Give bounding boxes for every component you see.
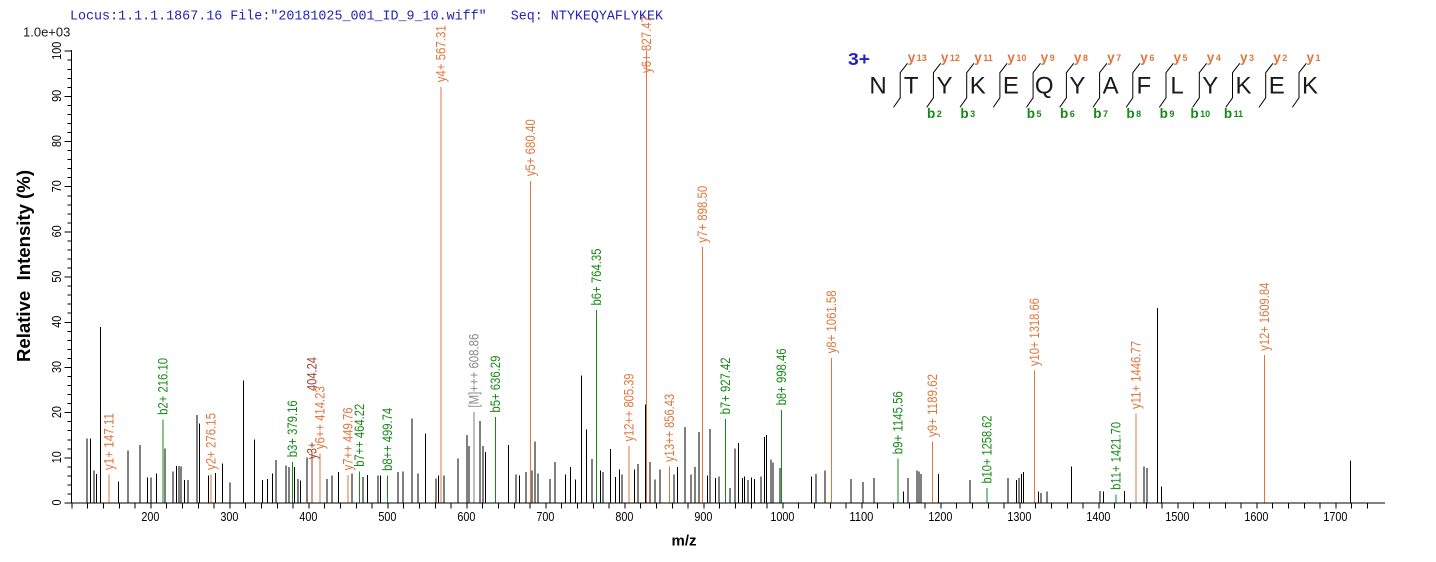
svg-text:900: 900 [694, 510, 712, 524]
svg-text:A: A [1103, 73, 1119, 100]
svg-text:0: 0 [50, 499, 64, 505]
svg-text:m/z: m/z [672, 533, 697, 550]
svg-text:y6+ 827.47: y6+ 827.47 [638, 16, 654, 73]
svg-text:1300: 1300 [1007, 510, 1031, 524]
svg-text:y12+ 1609.84: y12+ 1609.84 [1256, 283, 1272, 351]
svg-text:b11+ 1421.70: b11+ 1421.70 [1108, 422, 1124, 490]
svg-text:b8++ 499.74: b8++ 499.74 [379, 408, 395, 471]
svg-text:y5+ 680.40: y5+ 680.40 [522, 119, 538, 176]
svg-text:y3+: y3+ [304, 442, 320, 459]
svg-text:E: E [1003, 73, 1019, 100]
svg-text:y12: y 12 [941, 50, 960, 65]
svg-text:b3+ 379.16: b3+ 379.16 [284, 400, 300, 457]
svg-text:N: N [869, 73, 886, 100]
svg-text:500: 500 [378, 510, 396, 524]
svg-text:1500: 1500 [1165, 510, 1189, 524]
svg-text:b10+ 1258.62: b10+ 1258.62 [979, 415, 995, 483]
svg-text:70: 70 [50, 180, 64, 192]
svg-text:y7: y7 [1107, 50, 1121, 65]
svg-text:y2: y2 [1273, 50, 1287, 65]
svg-text:1400: 1400 [1086, 510, 1110, 524]
svg-text:y8+ 1061.58: y8+ 1061.58 [823, 290, 839, 353]
svg-text:20: 20 [50, 406, 64, 418]
svg-text:b6: b6 [1060, 106, 1075, 121]
svg-text:y6: y6 [1140, 50, 1154, 65]
svg-text:100: 100 [50, 42, 64, 60]
svg-text:y1: y1 [1307, 50, 1321, 65]
svg-text:60: 60 [50, 225, 64, 237]
svg-text:30: 30 [50, 361, 64, 373]
svg-text:80: 80 [50, 135, 64, 147]
svg-text:b8+ 998.46: b8+ 998.46 [773, 348, 789, 405]
svg-text:b9: b9 [1160, 106, 1175, 121]
svg-text:b7: b7 [1093, 106, 1108, 121]
svg-text:b2+ 216.10: b2+ 216.10 [155, 358, 171, 415]
svg-text:y1+ 147.11: y1+ 147.11 [101, 413, 117, 470]
svg-text:10: 10 [50, 451, 64, 463]
svg-text:Y: Y [1202, 73, 1218, 100]
svg-text:b6+ 764.35: b6+ 764.35 [588, 248, 604, 305]
svg-text:y10+ 1318.66: y10+ 1318.66 [1026, 298, 1042, 366]
svg-text:y13++ 856.43: y13++ 856.43 [661, 394, 677, 462]
svg-text:y10: y 10 [1007, 50, 1026, 65]
svg-text:400: 400 [299, 510, 317, 524]
svg-text:y4+ 567.31: y4+ 567.31 [433, 25, 449, 82]
svg-text:1600: 1600 [1244, 510, 1268, 524]
svg-text:T: T [904, 73, 919, 100]
svg-text:y7++ 449.76: y7++ 449.76 [340, 407, 356, 470]
svg-text:y8: y8 [1074, 50, 1088, 65]
svg-text:b5: b5 [1027, 106, 1042, 121]
svg-text:Y: Y [936, 73, 952, 100]
svg-text:b8: b8 [1126, 106, 1141, 121]
svg-text:y13: y 13 [908, 50, 927, 65]
svg-text:y9: y9 [1041, 50, 1055, 65]
svg-text:Y: Y [1069, 73, 1085, 100]
svg-text:K: K [1302, 73, 1318, 100]
svg-text:b5+ 636.29: b5+ 636.29 [487, 355, 503, 412]
svg-text:b3: b3 [960, 106, 975, 121]
svg-text:y11: y 11 [974, 50, 993, 65]
svg-text:1200: 1200 [928, 510, 952, 524]
svg-text:Q: Q [1035, 73, 1054, 100]
svg-text:90: 90 [50, 90, 64, 102]
svg-text:y2+ 276.15: y2+ 276.15 [203, 413, 219, 470]
svg-text:y5: y5 [1174, 50, 1188, 65]
svg-text:F: F [1136, 73, 1151, 100]
svg-text:200: 200 [141, 510, 159, 524]
svg-text:1.0e+03: 1.0e+03 [23, 25, 70, 40]
svg-text:b10: b 10 [1190, 106, 1210, 121]
svg-text:b2: b2 [927, 106, 942, 121]
svg-text:40: 40 [50, 316, 64, 328]
svg-text:y7+ 898.50: y7+ 898.50 [694, 186, 710, 243]
svg-text:b7+ 927.42: b7+ 927.42 [717, 357, 733, 414]
svg-text:50: 50 [50, 271, 64, 283]
svg-text:3+: 3+ [848, 49, 870, 69]
svg-text:y9+ 1189.62: y9+ 1189.62 [924, 374, 940, 437]
svg-text:b7++ 464.22: b7++ 464.22 [351, 404, 367, 467]
svg-text:y12++ 805.39: y12++ 805.39 [621, 373, 637, 441]
svg-text:b11: b 11 [1224, 106, 1243, 121]
svg-text:L: L [1170, 73, 1183, 100]
svg-text:y4: y4 [1207, 50, 1221, 65]
svg-text:1100: 1100 [849, 510, 873, 524]
svg-text:300: 300 [220, 510, 238, 524]
svg-text:E: E [1269, 73, 1285, 100]
svg-text:[M]+++ 608.86: [M]+++ 608.86 [465, 333, 481, 407]
svg-text:800: 800 [615, 510, 633, 524]
svg-text:1000: 1000 [770, 510, 794, 524]
svg-text:y11+ 1446.77: y11+ 1446.77 [1127, 341, 1143, 409]
svg-text:404.24: 404.24 [304, 357, 320, 391]
svg-text:K: K [1235, 73, 1251, 100]
svg-text:Locus:1.1.1.1867.16 File:"2018: Locus:1.1.1.1867.16 File:"20181025_001_I… [70, 10, 664, 25]
svg-text:K: K [970, 73, 986, 100]
svg-text:Relative Intensity (%): Relative Intensity (%) [14, 170, 34, 362]
svg-text:700: 700 [536, 510, 554, 524]
svg-text:y6++ 414.23: y6++ 414.23 [312, 386, 328, 449]
svg-text:600: 600 [457, 510, 475, 524]
svg-text:1700: 1700 [1323, 510, 1347, 524]
svg-text:y3: y3 [1240, 50, 1254, 65]
svg-text:b9+ 1145.56: b9+ 1145.56 [889, 391, 905, 454]
